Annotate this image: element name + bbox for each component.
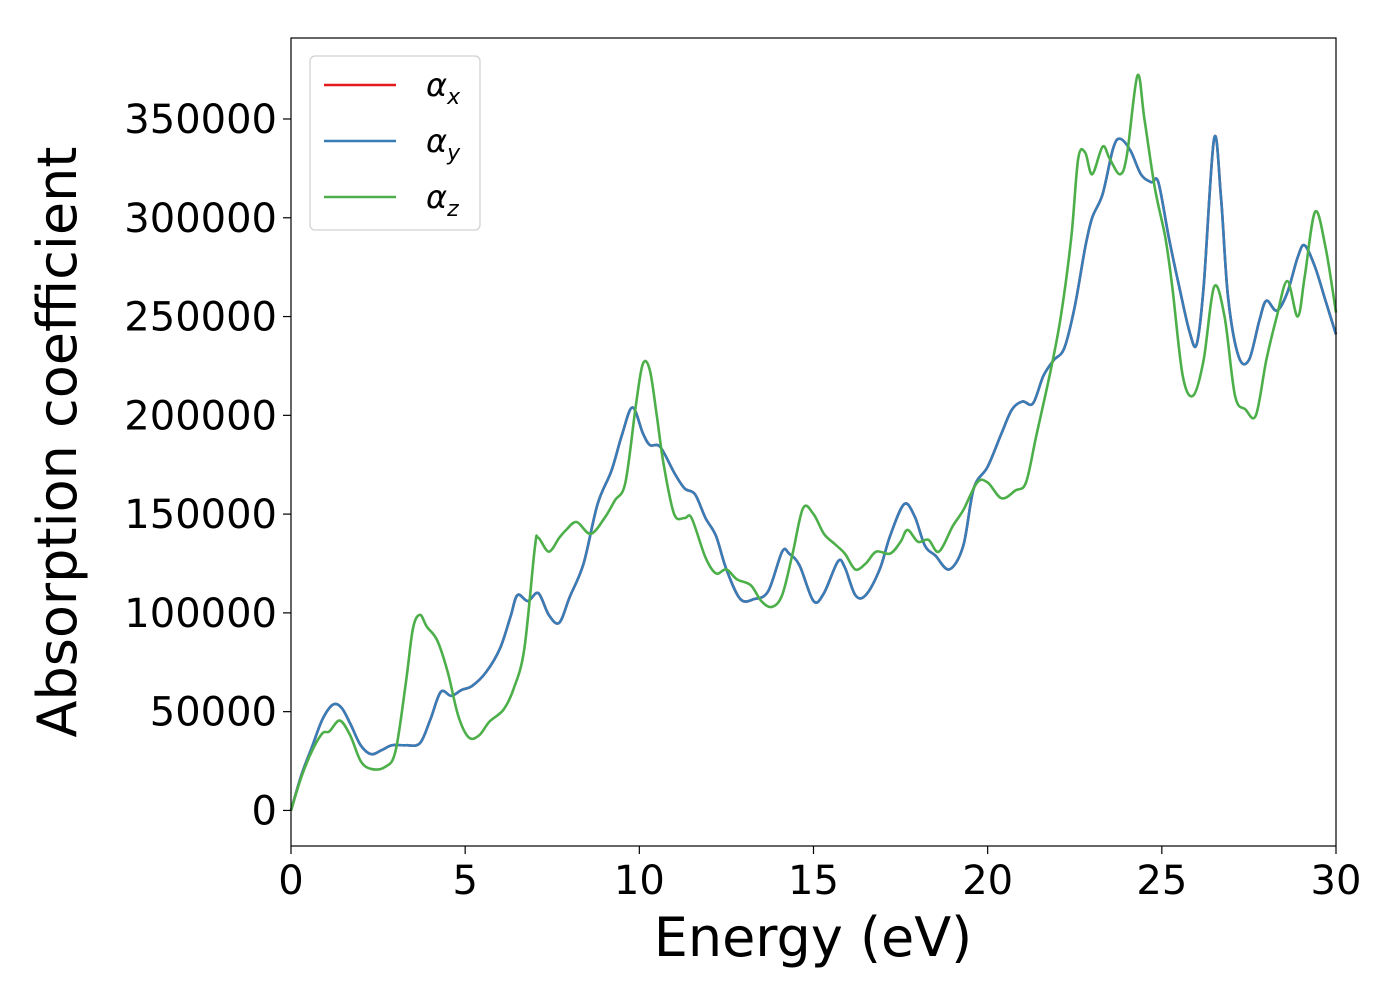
x-tick-label: 15 (788, 858, 839, 904)
x-axis-title: Energy (eV) (654, 906, 973, 969)
x-tick-label: 25 (1136, 858, 1187, 904)
x-tick-label: 0 (278, 858, 303, 904)
series-line-y (289, 134, 1338, 811)
x-axis-ticks: 0 5 10 15 20 25 30 (278, 846, 1361, 904)
x-tick-label: 10 (614, 858, 665, 904)
legend-label-y: αy (426, 122, 461, 166)
y-tick-label: 350000 (124, 97, 277, 143)
x-tick-label: 20 (962, 858, 1013, 904)
y-tick-label: 50000 (150, 690, 277, 736)
series-lines (289, 73, 1338, 811)
y-tick-label: 100000 (124, 591, 277, 637)
y-tick-label: 0 (252, 788, 277, 834)
legend-box (309, 55, 481, 231)
y-tick-label: 300000 (124, 196, 277, 242)
x-tick-label: 5 (452, 858, 477, 904)
series-line-z (289, 73, 1338, 811)
y-tick-label: 150000 (124, 492, 277, 538)
x-tick-label: 30 (1311, 858, 1362, 904)
y-axis-ticks: 0 50000 100000 150000 200000 250000 300000 3500… (124, 97, 291, 834)
y-axis-title: Absorption coefficient (26, 147, 89, 738)
y-tick-label: 250000 (124, 295, 277, 341)
y-tick-label: 200000 (124, 393, 277, 439)
